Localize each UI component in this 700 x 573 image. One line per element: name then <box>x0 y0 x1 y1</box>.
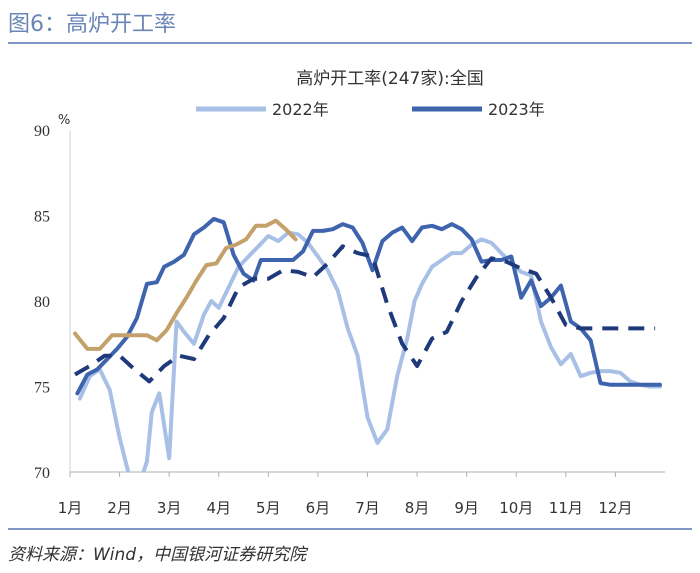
x-tick-label: 8月 <box>405 499 430 517</box>
x-tick-label: 10月 <box>499 499 533 517</box>
top-divider <box>8 42 692 44</box>
chart-title: 高炉开工率(247家):全国 <box>296 69 483 89</box>
y-tick-label: 70 <box>34 465 50 482</box>
x-tick-label: 5月 <box>256 499 281 517</box>
y-unit-label: % <box>58 113 70 128</box>
y-tick-label: 90 <box>34 123 50 140</box>
y-tick-label: 75 <box>34 380 50 397</box>
series-line-2 <box>75 216 662 396</box>
series-line-3 <box>73 218 298 351</box>
y-tick-label: 80 <box>34 294 50 311</box>
legend-label: 2022年 <box>272 100 329 119</box>
x-tick-label: 7月 <box>355 499 380 517</box>
x-tick-label: 4月 <box>206 499 231 517</box>
source-note: 资料来源：Wind，中国银河证券研究院 <box>8 545 307 565</box>
x-tick-label: 3月 <box>157 499 182 517</box>
bottom-divider <box>8 528 692 530</box>
series-line-4 <box>74 244 656 384</box>
figure-title: 图6：高炉开工率 <box>8 12 176 37</box>
x-tick-label: 2月 <box>107 499 132 517</box>
y-ticks: 70 75 80 85 90 <box>34 123 50 482</box>
x-ticks: 1月 2月 3月 4月 5月 6月 7月 8月 9月 10月 11月 12月 <box>58 472 632 517</box>
x-tick-label: 12月 <box>598 499 632 517</box>
legend: 2022年 2023年 <box>196 100 545 119</box>
x-tick-label: 6月 <box>306 499 331 517</box>
x-tick-label: 11月 <box>549 499 583 517</box>
x-tick-label: 1月 <box>58 499 83 517</box>
y-tick-label: 85 <box>34 209 50 226</box>
x-tick-label: 9月 <box>454 499 479 517</box>
series-line-1 <box>77 230 662 472</box>
legend-label: 2023年 <box>488 100 545 119</box>
series-group <box>73 216 662 472</box>
